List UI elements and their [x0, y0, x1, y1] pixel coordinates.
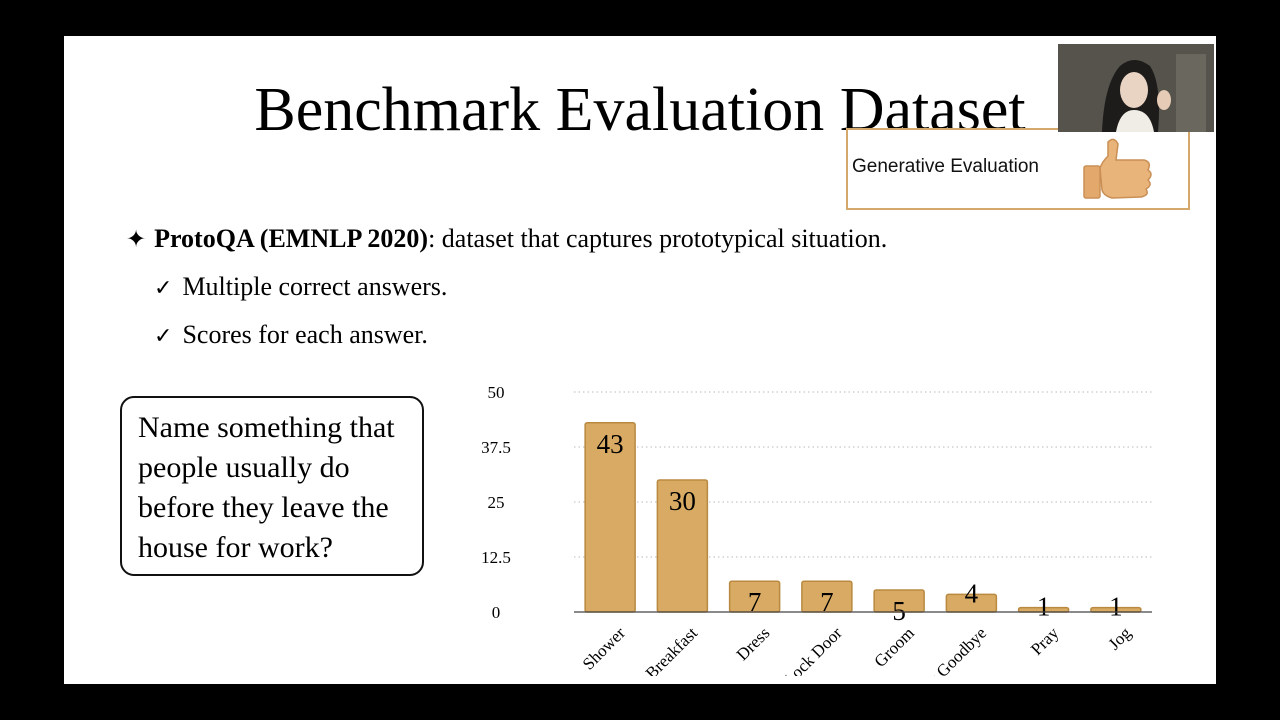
- x-tick-label: Shower: [579, 623, 629, 673]
- bar-value-label: 1: [1037, 592, 1051, 622]
- main-bullet: ✦ ProtoQA (EMNLP 2020): dataset that capt…: [126, 224, 887, 254]
- dataset-description: : dataset that captures prototypical sit…: [428, 224, 888, 253]
- bar-value-label: 5: [892, 596, 906, 626]
- chart-grid: [574, 391, 1152, 558]
- checkmark-icon: ✓: [154, 324, 173, 349]
- bar-value-label: 7: [820, 587, 834, 617]
- bar-value-label: 7: [748, 587, 762, 617]
- thumbs-up-icon: [1083, 138, 1152, 199]
- x-tick-label: Jog: [1105, 623, 1135, 653]
- y-axis-ticks: 0 12.5 25 37.5 50: [481, 383, 511, 622]
- x-tick-label: Groom: [870, 623, 917, 670]
- bar-value-label: 1: [1109, 592, 1123, 622]
- x-tick-label: Say Goodbye: [912, 623, 991, 676]
- slide: Benchmark Evaluation Dataset ✦ ProtoQA (E…: [64, 36, 1216, 684]
- data-labels: 43 30 7 7 5 4 1 1: [597, 429, 1123, 626]
- y-tick-label: 12.5: [481, 548, 511, 567]
- subpoint-text: Scores for each answer.: [182, 320, 428, 349]
- question-box: Name something that people usually do be…: [120, 396, 424, 576]
- presenter-video-icon: [1058, 44, 1214, 132]
- bar-value-label: 43: [597, 429, 624, 459]
- chart-bars: [584, 422, 1142, 613]
- dataset-name: ProtoQA (EMNLP 2020): [154, 224, 429, 253]
- bar-value-label: 4: [965, 578, 979, 608]
- bar-chart: 0 12.5 25 37.5 50 43 30 7 7 5 4 1 1 Shower Breakfast…: [481, 383, 1152, 676]
- bar-value-label: 30: [669, 486, 696, 516]
- presenter-webcam: [1058, 44, 1214, 132]
- subpoint-text: Multiple correct answers.: [182, 272, 448, 301]
- subpoint: ✓ Multiple correct answers.: [154, 272, 447, 302]
- x-tick-label: Breakfast: [642, 623, 702, 676]
- generative-evaluation-overlay: Generative Evaluation: [846, 128, 1190, 210]
- y-tick-label: 37.5: [481, 438, 511, 457]
- checkmark-icon: ✓: [154, 276, 173, 301]
- x-tick-label: Lock Door: [780, 623, 846, 676]
- y-tick-label: 25: [488, 493, 505, 512]
- question-text: Name something that people usually do be…: [138, 411, 395, 564]
- star-bullet-icon: ✦: [126, 225, 147, 253]
- x-tick-label: Dress: [733, 623, 774, 664]
- y-tick-label: 50: [488, 383, 505, 402]
- subpoint: ✓ Scores for each answer.: [154, 320, 428, 350]
- y-tick-label: 0: [492, 603, 501, 622]
- x-tick-label: Pray: [1027, 623, 1063, 659]
- overlay-label: Generative Evaluation: [852, 156, 1039, 177]
